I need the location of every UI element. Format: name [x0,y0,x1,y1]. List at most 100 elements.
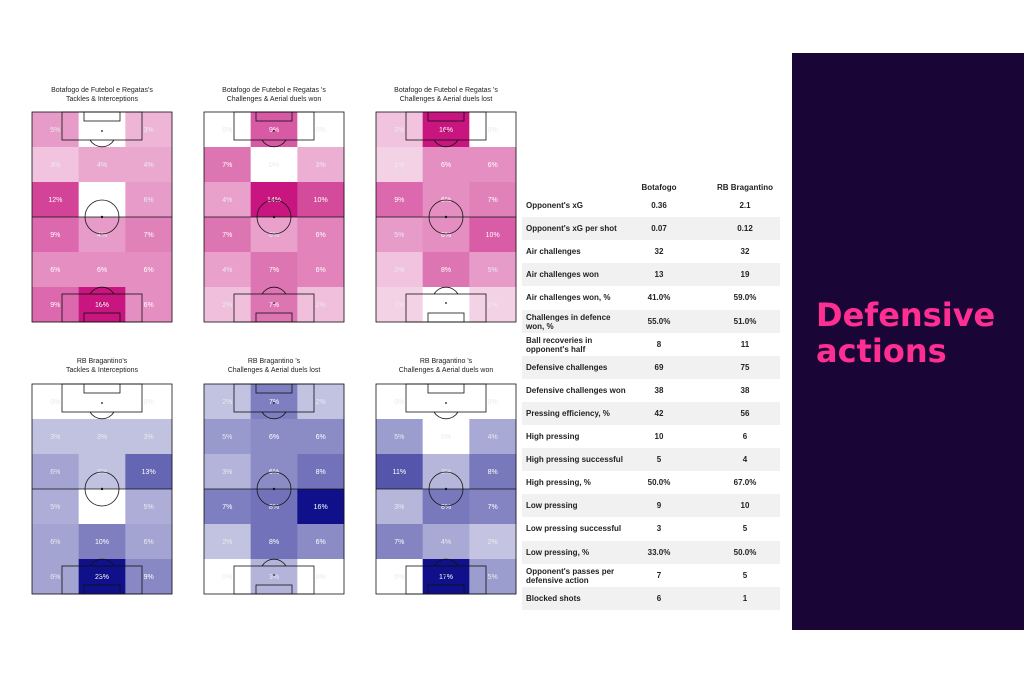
pitch-title: RB Bragantino 's Challenges & Aerial due… [227,358,321,374]
center-spot [444,487,448,491]
heatmap-cell [78,524,126,560]
cell-label: 3% [222,469,232,476]
penalty-spot-bottom [273,302,275,304]
heatmap-cell [125,147,173,183]
cell-label: 5% [144,504,154,511]
pitch-heatmap: 2%7%2%5%6%6%3%6%8%7%8%16%2%8%6%0%3%0% [203,383,345,595]
heatmap-cell [422,252,470,288]
pitch-title: Botafogo de Futebol e Regatas 's Challen… [394,87,498,103]
center-circle [256,471,292,507]
stat-label: Opponent's xG [526,201,584,210]
heatmap-cell [204,384,252,420]
heatmap-cell [422,524,470,560]
stat-value-bragantino: 38 [740,385,750,395]
penalty-arc-top [89,139,115,148]
heatmap-cell [250,252,298,288]
heatmap-cell [250,147,298,183]
heatmap-cell [204,147,252,183]
heatmap-cell [297,287,345,323]
cell-label: 0% [222,127,232,134]
heatmap-cell [469,287,517,323]
heatmap-cell [78,147,126,183]
table-row: Opponent's passes per defensive action 7 5 [522,564,780,587]
table-row: Blocked shots 6 1 [522,586,780,610]
cell-label: 6% [316,434,326,441]
heatmap-cell [32,147,80,183]
center-circle [84,471,120,507]
heatmap-cell [376,489,424,525]
cell-label: 0% [144,399,154,406]
stat-value-bragantino: 1 [742,593,748,603]
stat-value-botafogo: 55.0% [647,316,671,326]
heatmap-cell [125,112,173,148]
penalty-spot-bottom [101,302,103,304]
cell-label: 0% [394,399,404,406]
stat-value-bragantino: 6 [742,432,748,441]
penalty-spot-top [101,130,103,132]
heatmap-cell [297,112,345,148]
center-spot [100,487,104,491]
heatmap-cell [32,559,80,595]
cell-label: 3% [269,574,279,581]
heatmap-cell [204,559,252,595]
goal-box-bottom [427,584,465,595]
cell-label: 7% [144,232,154,239]
center-circle [256,199,292,235]
cell-label: 2% [394,267,404,274]
cell-label: 6% [144,539,154,546]
penalty-arc-bottom [433,286,459,295]
table-row: Challenges in defence won, % 55.0% 51.0% [522,309,780,333]
cell-label: 6% [97,267,107,274]
cell-label: 6% [269,232,279,239]
heatmap-cell [78,419,126,455]
penalty-arc-top [261,411,287,420]
heatmap-cell [32,182,80,218]
stat-value-bragantino: 75 [740,362,750,372]
penalty-arc-top [433,139,459,148]
column-header-bragantino: RB Bragantino [717,183,773,192]
cell-label: 6% [144,302,154,309]
goal-box-bottom [255,584,293,595]
penalty-arc-top [261,139,287,148]
penalty-arc-bottom [433,558,459,567]
cell-label: 5% [394,434,404,441]
table-row: Air challenges won 13 19 [522,263,780,287]
heatmap-cell [376,252,424,288]
stat-value-bragantino: 4 [742,455,748,465]
cell-label: 7% [394,539,404,546]
cell-label: 7% [222,162,232,169]
cell-label: 7% [269,302,279,309]
penalty-spot-top [273,130,275,132]
heatmap-cell [422,112,470,148]
cell-label: 7% [222,504,232,511]
center-circle [84,199,120,235]
center-circle [428,199,464,235]
stats-table-header: Botafogo RB Bragantino [522,180,780,194]
heatmap-cell [204,287,252,323]
goal-box-top [255,111,293,122]
side-panel: Defensive actions [792,53,1024,630]
heatmap-cell [469,182,517,218]
stat-value-botafogo: 42 [654,408,664,418]
table-row: Ball recoveries in opponent's half 8 11 [522,333,780,356]
cell-label: 6% [316,267,326,274]
cell-label: 3% [144,127,154,134]
table-row: Opponent's xG per shot 0.07 0.12 [522,217,780,241]
cell-label: 3% [50,162,60,169]
heatmap-cell [376,384,424,420]
cell-label: 16% [95,302,109,309]
cell-label: 5% [488,574,498,581]
cell-label: 8% [441,504,451,511]
cell-label: 0% [488,127,498,134]
cell-label: 0% [394,574,404,581]
cell-label: 17% [439,574,453,581]
heatmap-cell [204,252,252,288]
stat-value-botafogo: 69 [654,362,664,372]
pitch-heatmap: 2%16%0%1%6%6%9%6%7%5%6%10%2%8%5%1%1% [375,111,517,323]
heatmap-cell [376,419,424,455]
cell-label: 3% [144,434,154,441]
goal-box-bottom [83,312,121,323]
heatmap-cell [125,419,173,455]
cell-label: 3% [50,434,60,441]
heatmap-cell [297,524,345,560]
